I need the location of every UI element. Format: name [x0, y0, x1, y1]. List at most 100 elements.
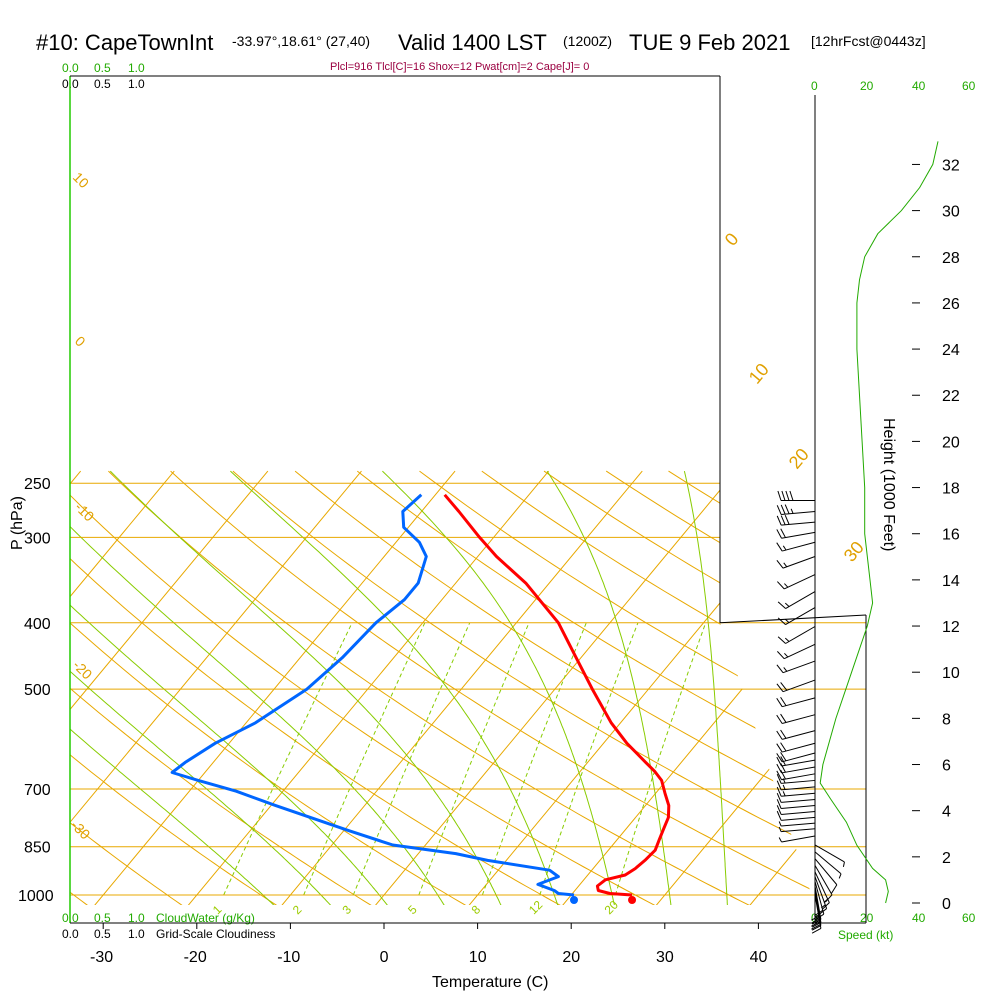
wind-barb-feather — [776, 714, 783, 724]
wind-barb-staff — [781, 786, 816, 791]
pressure-tick-label: 1000 — [18, 888, 54, 905]
x-tick-label: 10 — [469, 949, 487, 966]
wind-barb — [776, 574, 816, 590]
dewpoint-line — [170, 493, 575, 897]
height-tick-label: 4 — [942, 804, 951, 821]
wind-barb-staff — [782, 556, 816, 569]
wind-barb-feather — [776, 542, 783, 552]
wind-barb — [776, 713, 816, 724]
temperature-line — [443, 493, 671, 897]
isotherm-line — [90, 470, 456, 905]
speed-top-0: 0 — [811, 79, 818, 93]
wind-barb-staff — [781, 798, 816, 803]
wind-barb-feather — [824, 894, 833, 903]
isotherm-line — [70, 470, 362, 905]
isotherm-line — [652, 470, 815, 905]
wind-barb-feather — [780, 763, 786, 773]
wind-barb — [776, 763, 816, 774]
wind-barb-feather — [815, 913, 825, 921]
speed-bottom-60: 60 — [962, 911, 976, 925]
height-tick-label: 24 — [942, 342, 960, 359]
wind-barb — [814, 844, 845, 867]
wind-barb-feather — [776, 559, 784, 569]
wind-barb-half-feather — [790, 508, 794, 514]
wind-barb-staff — [782, 742, 816, 753]
wind-barb-staff — [783, 643, 816, 660]
axis-ticks: -30 -20 -10 0 10 20 30 402503004005007008501000… — [18, 157, 960, 966]
wind-barb — [777, 591, 816, 609]
wind-barb-feather — [776, 756, 782, 767]
wind-barb — [776, 541, 816, 552]
x-tick-label: -20 — [184, 949, 207, 966]
height-tick-label: 30 — [942, 204, 960, 221]
surface-dewpoint-marker — [570, 896, 579, 904]
top-cloudwater-0: 0.0 — [62, 61, 79, 75]
wind-barb-staff — [814, 858, 838, 886]
x-tick-label: 20 — [562, 949, 580, 966]
dry-adiabat-line — [419, 470, 815, 905]
diagonal-border — [719, 614, 867, 624]
wind-barb-feather — [776, 529, 782, 539]
speed-top-40: 40 — [912, 79, 926, 93]
wind-barb-staff — [781, 779, 816, 784]
dry-adiabat-line — [70, 470, 284, 905]
station-title: #10: CapeTownInt — [36, 30, 213, 55]
wind-barb — [814, 865, 833, 903]
dry-adiabat-lines — [70, 470, 815, 905]
wind-barb-staff — [814, 876, 828, 909]
wind-barb-half-feather — [838, 873, 842, 879]
moist-adiabat-line — [70, 470, 279, 905]
wind-barb-feather — [780, 504, 786, 515]
wind-barb-half-feather — [783, 562, 788, 568]
moist-adiabat-line — [70, 470, 392, 905]
wind-barb-half-feather — [784, 652, 789, 658]
wind-barb-staff — [781, 822, 816, 827]
wind-barb-half-feather — [783, 667, 788, 672]
wind-barb — [776, 679, 816, 693]
bottom-cloudwater-1: 1.0 — [128, 911, 145, 925]
x-tick-label: -10 — [277, 949, 300, 966]
wind-barb-staff — [781, 511, 816, 515]
wind-barb-feather — [780, 742, 787, 752]
wind-barb-feather — [811, 918, 821, 924]
speed-top-60: 60 — [962, 79, 976, 93]
wind-barb-staff — [781, 805, 816, 810]
forecast-run: [12hrFcst@0443z] — [811, 33, 926, 49]
wind-barb-half-feather — [782, 784, 786, 790]
height-tick-label: 22 — [942, 388, 960, 405]
zulu-time: (1200Z) — [563, 33, 612, 49]
x-tick-label: 0 — [380, 949, 389, 966]
cloudiness-label: Grid-Scale Cloudiness — [156, 927, 275, 941]
wind-barb-half-feather — [784, 618, 790, 623]
height-tick-label: 6 — [942, 758, 951, 775]
wind-barb — [777, 626, 816, 644]
wind-barb-feather — [814, 909, 824, 917]
height-axis-label: Height (1000 Feet) — [880, 418, 897, 551]
wind-barb-half-feather — [782, 545, 787, 551]
wind-barb — [777, 607, 816, 626]
moist-adiabat-line — [546, 470, 672, 905]
wind-barb-half-feather — [784, 637, 790, 642]
speed-axis-label: Speed (kt) — [838, 928, 893, 942]
wind-barb-feather — [781, 490, 786, 501]
wind-barb-feather — [780, 515, 786, 525]
top-cloudwater-1: 1.0 — [128, 61, 145, 75]
isotherm-line — [70, 470, 269, 905]
dry-adiabat-line — [70, 470, 474, 905]
speed-bottom-40: 40 — [912, 911, 926, 925]
wind-barb-staff — [814, 844, 845, 863]
isotherm-line — [558, 470, 815, 905]
pressure-tick-label: 250 — [24, 476, 51, 493]
wind-barb — [814, 858, 838, 894]
wind-barb-staff — [782, 541, 816, 552]
wind-barb-feather — [811, 928, 822, 934]
wind-barb-feather — [789, 490, 794, 501]
wind-barb-half-feather — [784, 602, 790, 607]
wind-barb-staff — [781, 766, 816, 774]
wind-barb-staff — [782, 660, 816, 674]
wind-barb-feather — [777, 617, 786, 625]
height-tick-label: 32 — [942, 157, 960, 174]
wind-barb — [776, 742, 816, 753]
height-tick-label: 26 — [942, 296, 960, 313]
